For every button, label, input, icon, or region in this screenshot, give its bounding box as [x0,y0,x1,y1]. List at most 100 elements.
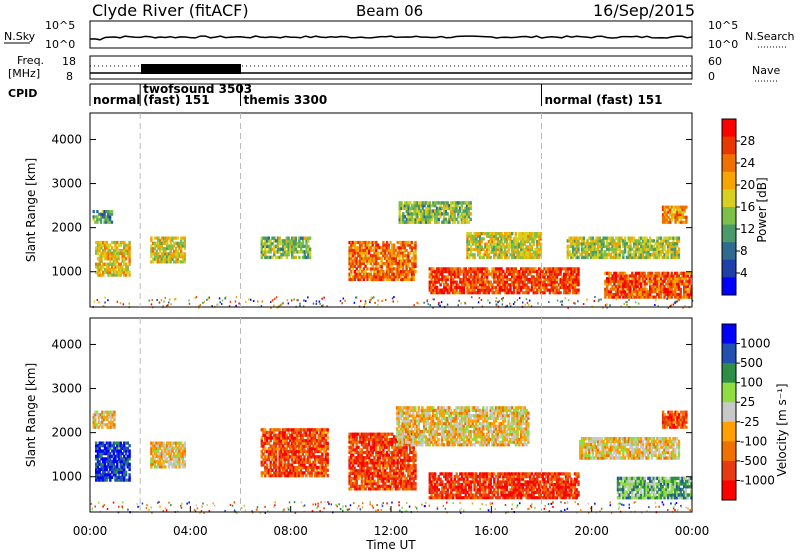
range-cell [588,242,591,246]
range-cell [523,234,526,238]
nave-tick-low: 0 [708,70,715,83]
range-cell [425,209,428,213]
range-cell [672,208,675,212]
range-cell [595,253,598,257]
range-cell [100,251,103,255]
range-cell [269,449,272,454]
range-cell [577,255,580,260]
range-cell [425,215,428,219]
range-cell [384,469,387,473]
range-cell [649,287,652,291]
scatter-cell [537,302,539,305]
range-cell [577,283,580,287]
range-cell [181,460,185,464]
range-cell [164,252,167,256]
range-cell [128,449,131,453]
range-cell [183,446,186,450]
range-cell [450,203,453,208]
range-cell [373,482,376,486]
range-cell [112,446,115,450]
range-cell [677,236,681,240]
range-cell [494,285,498,289]
range-cell [299,430,303,435]
scatter-cell [606,303,608,306]
range-cell [292,236,296,240]
range-cell [103,462,107,466]
range-cell [450,270,453,274]
range-cell [410,212,414,216]
range-cell [305,452,308,456]
range-cell [600,255,603,260]
range-cell [634,242,638,246]
range-cell [153,444,157,448]
range-cell [654,279,657,283]
range-cell [632,285,636,289]
range-cell [606,247,609,251]
range-cell [473,283,476,287]
range-cell [300,247,303,251]
range-cell [480,240,483,244]
range-cell [421,215,424,219]
range-cell [407,251,410,255]
range-cell [658,290,661,294]
range-cell [294,236,297,240]
range-cell [105,441,108,445]
scatter-cell [567,306,569,309]
range-cell [273,471,276,475]
range-cell [150,249,153,253]
range-cell [360,240,364,245]
range-cell [643,236,646,240]
range-cell [439,283,442,287]
range-cell [291,236,294,240]
range-cell [360,487,364,491]
range-cell [308,452,312,456]
range-cell [162,441,165,445]
scatter-cell [150,303,153,306]
range-cell [314,441,317,445]
range-cell [178,449,181,453]
range-cell [674,244,677,249]
range-cell [555,267,559,271]
range-cell [444,212,448,216]
range-cell [392,251,396,255]
range-cell [670,244,673,249]
range-cell [155,252,158,256]
range-cell [376,267,380,271]
range-cell [647,271,650,275]
range-cell [566,272,569,276]
range-cell [665,255,668,260]
range-cell [359,450,362,455]
range-cell [173,462,176,466]
range-cell [632,250,636,254]
range-cell [121,478,124,482]
scatter-cell [323,296,325,299]
range-cell [656,285,659,289]
range-cell [292,250,296,254]
range-cell [306,436,310,440]
range-cell [107,273,110,277]
range-cell [666,292,670,297]
range-cell [498,275,501,279]
range-cell [181,452,185,456]
range-cell [128,452,131,456]
range-cell [649,279,652,283]
range-cell [324,447,328,451]
range-cell [514,255,517,260]
range-cell [509,277,512,282]
range-cell [108,415,111,419]
scatter-cell [116,300,119,303]
range-cell [615,255,618,260]
range-cell [537,234,541,238]
range-cell [398,220,401,224]
range-cell [471,291,474,295]
range-cell [683,205,686,209]
range-cell [641,290,645,294]
range-cell [401,243,405,247]
range-cell [100,462,103,466]
range-cell [107,441,110,445]
range-cell [505,237,509,241]
range-cell [473,275,476,279]
range-cell [555,280,559,284]
range-cell [425,220,428,224]
range-cell [100,257,103,261]
